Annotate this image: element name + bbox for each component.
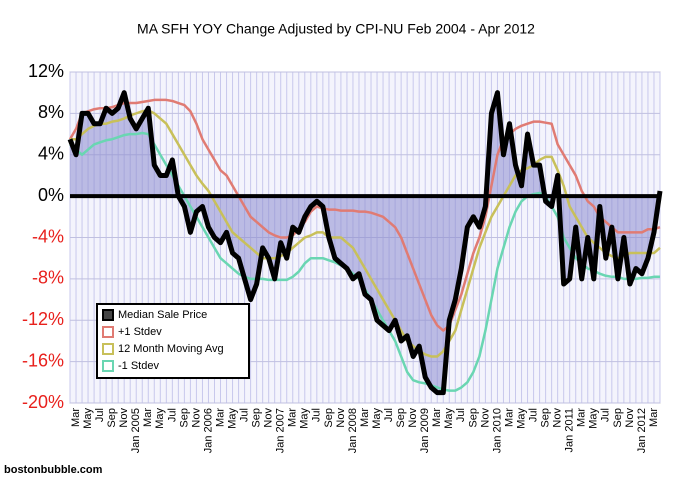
legend-label: Median Sale Price xyxy=(118,309,207,321)
x-tick-label: May xyxy=(371,408,383,429)
x-tick-label: Sep xyxy=(612,408,624,428)
x-tick-label: Jul xyxy=(238,408,250,422)
x-tick-label: Jul xyxy=(311,408,323,422)
x-tick-label: Jul xyxy=(600,408,612,422)
x-tick-label: Jan 2011 xyxy=(564,408,576,452)
x-tick-label: Nov xyxy=(335,408,347,428)
legend-swatch xyxy=(102,343,114,355)
x-tick-label: Jul xyxy=(455,408,467,422)
x-tick-label: Nov xyxy=(190,408,202,428)
y-tick-label: -20% xyxy=(22,392,64,412)
x-tick-label: Sep xyxy=(467,408,479,428)
y-tick-label: -16% xyxy=(22,350,64,370)
y-tick-label: -12% xyxy=(22,309,64,329)
x-tick-label: Nov xyxy=(479,408,491,428)
line xyxy=(67,90,663,396)
y-tick-label: 0% xyxy=(38,185,64,205)
x-tick-label: Sep xyxy=(395,408,407,428)
x-tick-label: Jan 2009 xyxy=(419,408,431,453)
y-tick-label: 8% xyxy=(38,102,64,122)
x-tick-label: Mar xyxy=(431,408,443,427)
x-tick-label: Jul xyxy=(527,408,539,422)
x-tick-label: Jan 2007 xyxy=(275,408,287,453)
x-tick-label: Jul xyxy=(383,408,395,422)
y-tick-label: 12% xyxy=(28,61,64,81)
chart-title: MA SFH YOY Change Adjusted by CPI-NU Feb… xyxy=(137,21,535,37)
x-tick-label: Mar xyxy=(214,408,226,427)
legend-label: 12 Month Moving Avg xyxy=(118,343,224,355)
legend xyxy=(96,303,250,379)
x-tick-label: May xyxy=(226,408,238,429)
x-tick-label: May xyxy=(515,408,527,429)
x-tick-label: Nov xyxy=(263,408,275,428)
x-tick-label: May xyxy=(588,408,600,429)
x-tick-label: Jan 2006 xyxy=(202,408,214,453)
y-tick-label: -8% xyxy=(32,268,64,288)
x-tick-label: Jul xyxy=(94,408,106,422)
x-tick-label: Nov xyxy=(624,408,636,428)
x-tick-label: Sep xyxy=(178,408,190,428)
x-tick-label: Sep xyxy=(106,408,118,428)
y-tick-label: -4% xyxy=(32,226,64,246)
x-tick-label: Mar xyxy=(70,408,82,427)
x-tick-label: Nov xyxy=(552,408,564,428)
legend-swatch xyxy=(102,309,114,321)
line xyxy=(70,109,661,358)
x-tick-label: May xyxy=(299,408,311,429)
y-tick-label: 4% xyxy=(38,144,64,164)
x-tick-label: May xyxy=(154,408,166,429)
x-tick-label: May xyxy=(443,408,455,429)
legend-swatch xyxy=(102,326,114,338)
line xyxy=(68,98,661,332)
x-tick-label: Jan 2012 xyxy=(636,408,648,453)
legend-label: -1 Stdev xyxy=(118,360,159,372)
x-tick-label: Sep xyxy=(323,408,335,428)
x-tick-label: Jul xyxy=(166,408,178,422)
area xyxy=(70,92,660,393)
x-tick-label: Sep xyxy=(540,408,552,428)
x-tick-label: Jan 2008 xyxy=(347,408,359,453)
source: bostonbubble.com xyxy=(4,464,103,476)
x-tick-label: Mar xyxy=(359,408,371,427)
x-tick-label: Jan 2005 xyxy=(130,408,142,453)
x-tick-label: Nov xyxy=(118,408,130,428)
x-tick-label: Nov xyxy=(407,408,419,428)
x-tick-label: Jan 2010 xyxy=(491,408,503,453)
x-tick-label: Mar xyxy=(648,408,660,427)
x-tick-label: Mar xyxy=(503,408,515,427)
x-tick-label: Mar xyxy=(142,408,154,427)
legend-label: +1 Stdev xyxy=(118,326,162,338)
x-tick-label: Mar xyxy=(287,408,299,427)
legend-swatch xyxy=(102,360,114,372)
x-tick-label: May xyxy=(82,408,94,429)
x-tick-label: Sep xyxy=(251,408,263,428)
x-tick-label: Mar xyxy=(576,408,588,427)
